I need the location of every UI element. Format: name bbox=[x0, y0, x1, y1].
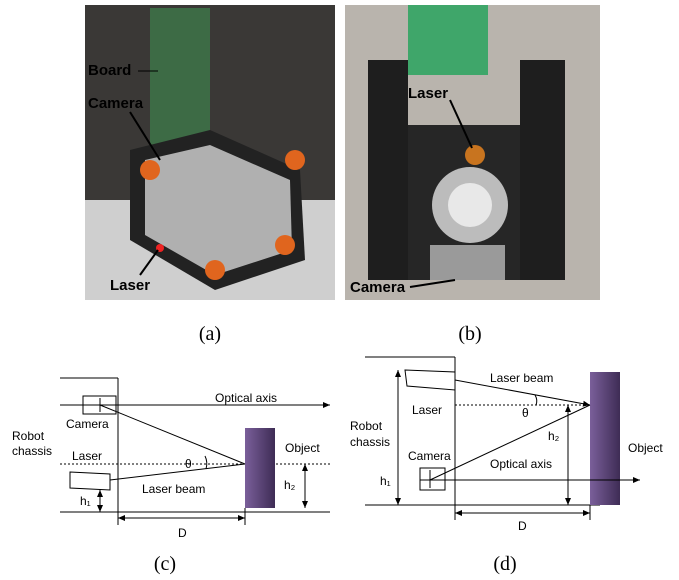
diagram-label: D bbox=[178, 526, 187, 540]
diagram-label: h₂ bbox=[284, 478, 296, 492]
diagram-label: Laser beam bbox=[142, 482, 205, 496]
figure: Board Camera Laser Laser Camera (a) (b) bbox=[0, 0, 679, 580]
diagram-label: D bbox=[518, 519, 527, 533]
photo-a: Board Camera Laser bbox=[85, 5, 335, 300]
photo-label: Camera bbox=[88, 95, 144, 112]
diagram-label: Laser bbox=[72, 449, 102, 463]
diagram-label: Object bbox=[285, 441, 320, 455]
photo-label: Laser bbox=[408, 85, 448, 102]
caption: (b) bbox=[458, 323, 481, 345]
photo-label: Laser bbox=[110, 277, 150, 294]
photo-label: Board bbox=[88, 62, 131, 79]
diagram-label: h₂ bbox=[548, 429, 560, 443]
diagram-label: chassis bbox=[350, 435, 390, 449]
diagram-label: Laser beam bbox=[490, 371, 553, 385]
diagram-label: Robot bbox=[12, 429, 45, 443]
diagram-label: h₁ bbox=[80, 494, 91, 508]
diagram-label: chassis bbox=[12, 444, 52, 458]
diagram-label: Object bbox=[628, 441, 663, 455]
caption: (c) bbox=[154, 553, 176, 575]
diagram-label: Laser bbox=[412, 403, 442, 417]
diagram-label: Camera bbox=[66, 417, 109, 431]
diagram-label: h₁ bbox=[380, 474, 391, 488]
diagram-label: Optical axis bbox=[215, 391, 277, 405]
diagram-c: Optical axis Camera Robot chassis Laser … bbox=[12, 378, 330, 540]
photo-label: Camera bbox=[350, 279, 406, 296]
diagram-d: Laser beam Laser θ Robot chassis h₂ Obje… bbox=[350, 357, 663, 533]
diagram-label: Robot bbox=[350, 419, 383, 433]
diagram-label: Optical axis bbox=[490, 457, 552, 471]
photo-b: Laser Camera bbox=[345, 5, 600, 300]
diagram-label: θ bbox=[522, 406, 529, 420]
caption: (a) bbox=[199, 323, 221, 345]
caption: (d) bbox=[493, 553, 516, 575]
diagram-label: Camera bbox=[408, 449, 451, 463]
diagram-label: θ bbox=[185, 457, 192, 471]
